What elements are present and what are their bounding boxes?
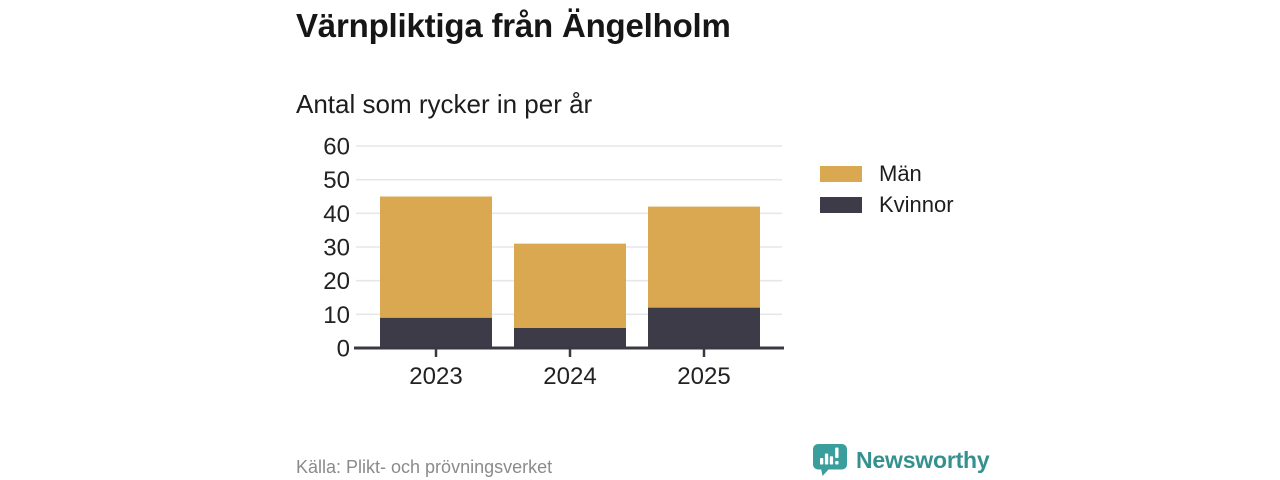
legend: Män Kvinnor xyxy=(820,161,954,228)
y-tick-label: 60 xyxy=(323,134,350,161)
bar-segment-kvinnor-2024 xyxy=(514,327,626,348)
legend-swatch xyxy=(820,197,862,213)
bar-segment-kvinnor-2025 xyxy=(648,307,760,348)
chart-title: Värnpliktiga från Ängelholm xyxy=(296,7,731,44)
x-axis: 2023 2024 2025 xyxy=(354,346,784,390)
bars xyxy=(380,196,760,348)
y-tick-label: 40 xyxy=(323,201,350,228)
bar-segment-män-2025 xyxy=(648,206,760,308)
y-axis-labels: 0 10 20 30 40 50 60 xyxy=(323,134,350,363)
legend-label: Män xyxy=(879,161,922,186)
bar-segment-män-2024 xyxy=(514,243,626,328)
newsworthy-speech-bubble-icon xyxy=(813,444,847,476)
legend-item: Män xyxy=(820,161,954,186)
newsworthy-logo: Newsworthy xyxy=(812,443,990,477)
y-tick-label: 50 xyxy=(323,167,350,194)
legend-swatch xyxy=(820,166,862,182)
y-tick-label: 10 xyxy=(323,302,350,329)
stacked-bar-chart: 0 10 20 30 40 50 60 2023 2024 2025 xyxy=(323,134,784,390)
legend-label: Kvinnor xyxy=(879,192,954,217)
x-tick-label: 2024 xyxy=(543,363,596,390)
bar-segment-män-2023 xyxy=(380,196,492,318)
chart-subtitle: Antal som rycker in per år xyxy=(296,89,593,119)
y-tick-label: 20 xyxy=(323,268,350,295)
x-tick-label: 2023 xyxy=(409,363,462,390)
x-tick-label: 2025 xyxy=(677,363,730,390)
y-tick-label: 0 xyxy=(337,336,350,363)
legend-item: Kvinnor xyxy=(820,192,954,217)
y-tick-label: 30 xyxy=(323,235,350,262)
bar-segment-kvinnor-2023 xyxy=(380,317,492,348)
source-note: Källa: Plikt- och prövningsverket xyxy=(296,457,553,477)
newsworthy-logo-text: Newsworthy xyxy=(856,446,990,473)
